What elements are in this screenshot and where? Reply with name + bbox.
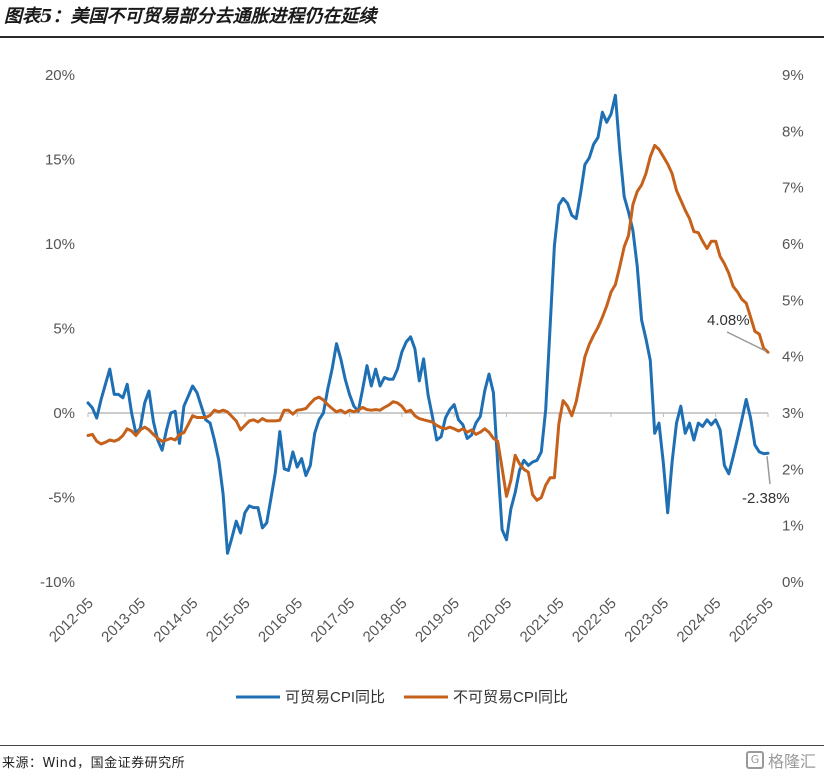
y-right-tick-label: 7% — [782, 180, 804, 197]
chart-title: 图表5：美国不可贸易部分去通胀进程仍在延续 — [4, 6, 377, 27]
annotations: 4.08% -2.38% — [707, 312, 790, 507]
x-tick-label: 2021-05 — [517, 595, 568, 646]
x-tick-label: 2025-05 — [726, 595, 777, 646]
y-axis-right: 9% 8% 7% 6% 5% 4% 3% 2% 1% 0% — [782, 67, 804, 591]
x-tick-label: 2015-05 — [203, 595, 254, 646]
annotation-label-tradable: -2.38% — [742, 490, 790, 507]
x-tick-label: 2013-05 — [98, 595, 149, 646]
y-left-tick-label: 5% — [53, 321, 75, 338]
x-tick-label: 2018-05 — [360, 595, 411, 646]
y-left-tick-label: 10% — [45, 236, 75, 253]
y-right-tick-label: 5% — [782, 292, 804, 309]
series-line-nontradable — [86, 143, 770, 502]
annotation-leader-line — [726, 331, 767, 352]
footer-rule — [0, 745, 824, 746]
x-tick-label: 2019-05 — [412, 595, 463, 646]
x-tick-label: 2014-05 — [150, 595, 201, 646]
chart-svg: 20% 15% 10% 5% 0% -5% -10% 9% 8% 7% 6% 5% 4% 3% 2% 1% 0… — [40, 67, 804, 706]
series-line-tradable — [86, 93, 770, 555]
annotation-label-nontradable: 4.08% — [707, 312, 750, 329]
y-left-tick-label: 0% — [53, 405, 75, 422]
y-right-tick-label: 1% — [782, 518, 804, 535]
x-tick-label: 2022-05 — [569, 595, 620, 646]
y-right-tick-label: 6% — [782, 236, 804, 253]
x-axis: 2012-05 2013-05 2014-05 2015-05 2016-05 2017-… — [46, 413, 777, 646]
y-left-tick-label: 20% — [45, 67, 75, 84]
source-note: 来源：Wind，国金证券研究所 — [2, 756, 186, 771]
y-right-tick-label: 0% — [782, 574, 804, 591]
watermark-logo-icon: G — [745, 751, 764, 769]
y-left-tick-label: 15% — [45, 152, 75, 169]
x-tick-label: 2017-05 — [307, 595, 358, 646]
x-tick-label: 2023-05 — [621, 595, 672, 646]
title-rule — [0, 36, 824, 38]
annotation-leader-line — [766, 456, 771, 485]
legend: 可贸易CPI同比 不可贸易CPI同比 — [236, 689, 568, 706]
watermark: G 格隆汇 — [745, 748, 816, 772]
x-tick-label: 2016-05 — [255, 595, 306, 646]
x-tick-label: 2024-05 — [674, 595, 725, 646]
y-left-tick-label: -10% — [40, 574, 75, 591]
y-axis-left: 20% 15% 10% 5% 0% -5% -10% — [40, 67, 75, 591]
x-tick-label: 2012-05 — [46, 595, 97, 646]
series-layer — [86, 93, 770, 555]
y-right-tick-label: 9% — [782, 67, 804, 84]
legend-label: 可贸易CPI同比 — [285, 689, 385, 706]
y-right-tick-label: 4% — [782, 349, 804, 366]
y-right-tick-label: 8% — [782, 123, 804, 140]
y-right-tick-label: 3% — [782, 405, 804, 422]
watermark-text: 格隆汇 — [767, 752, 816, 771]
legend-label: 不可贸易CPI同比 — [453, 689, 568, 706]
y-right-tick-label: 2% — [782, 461, 804, 478]
y-left-tick-label: -5% — [48, 490, 75, 507]
x-tick-label: 2020-05 — [464, 595, 515, 646]
